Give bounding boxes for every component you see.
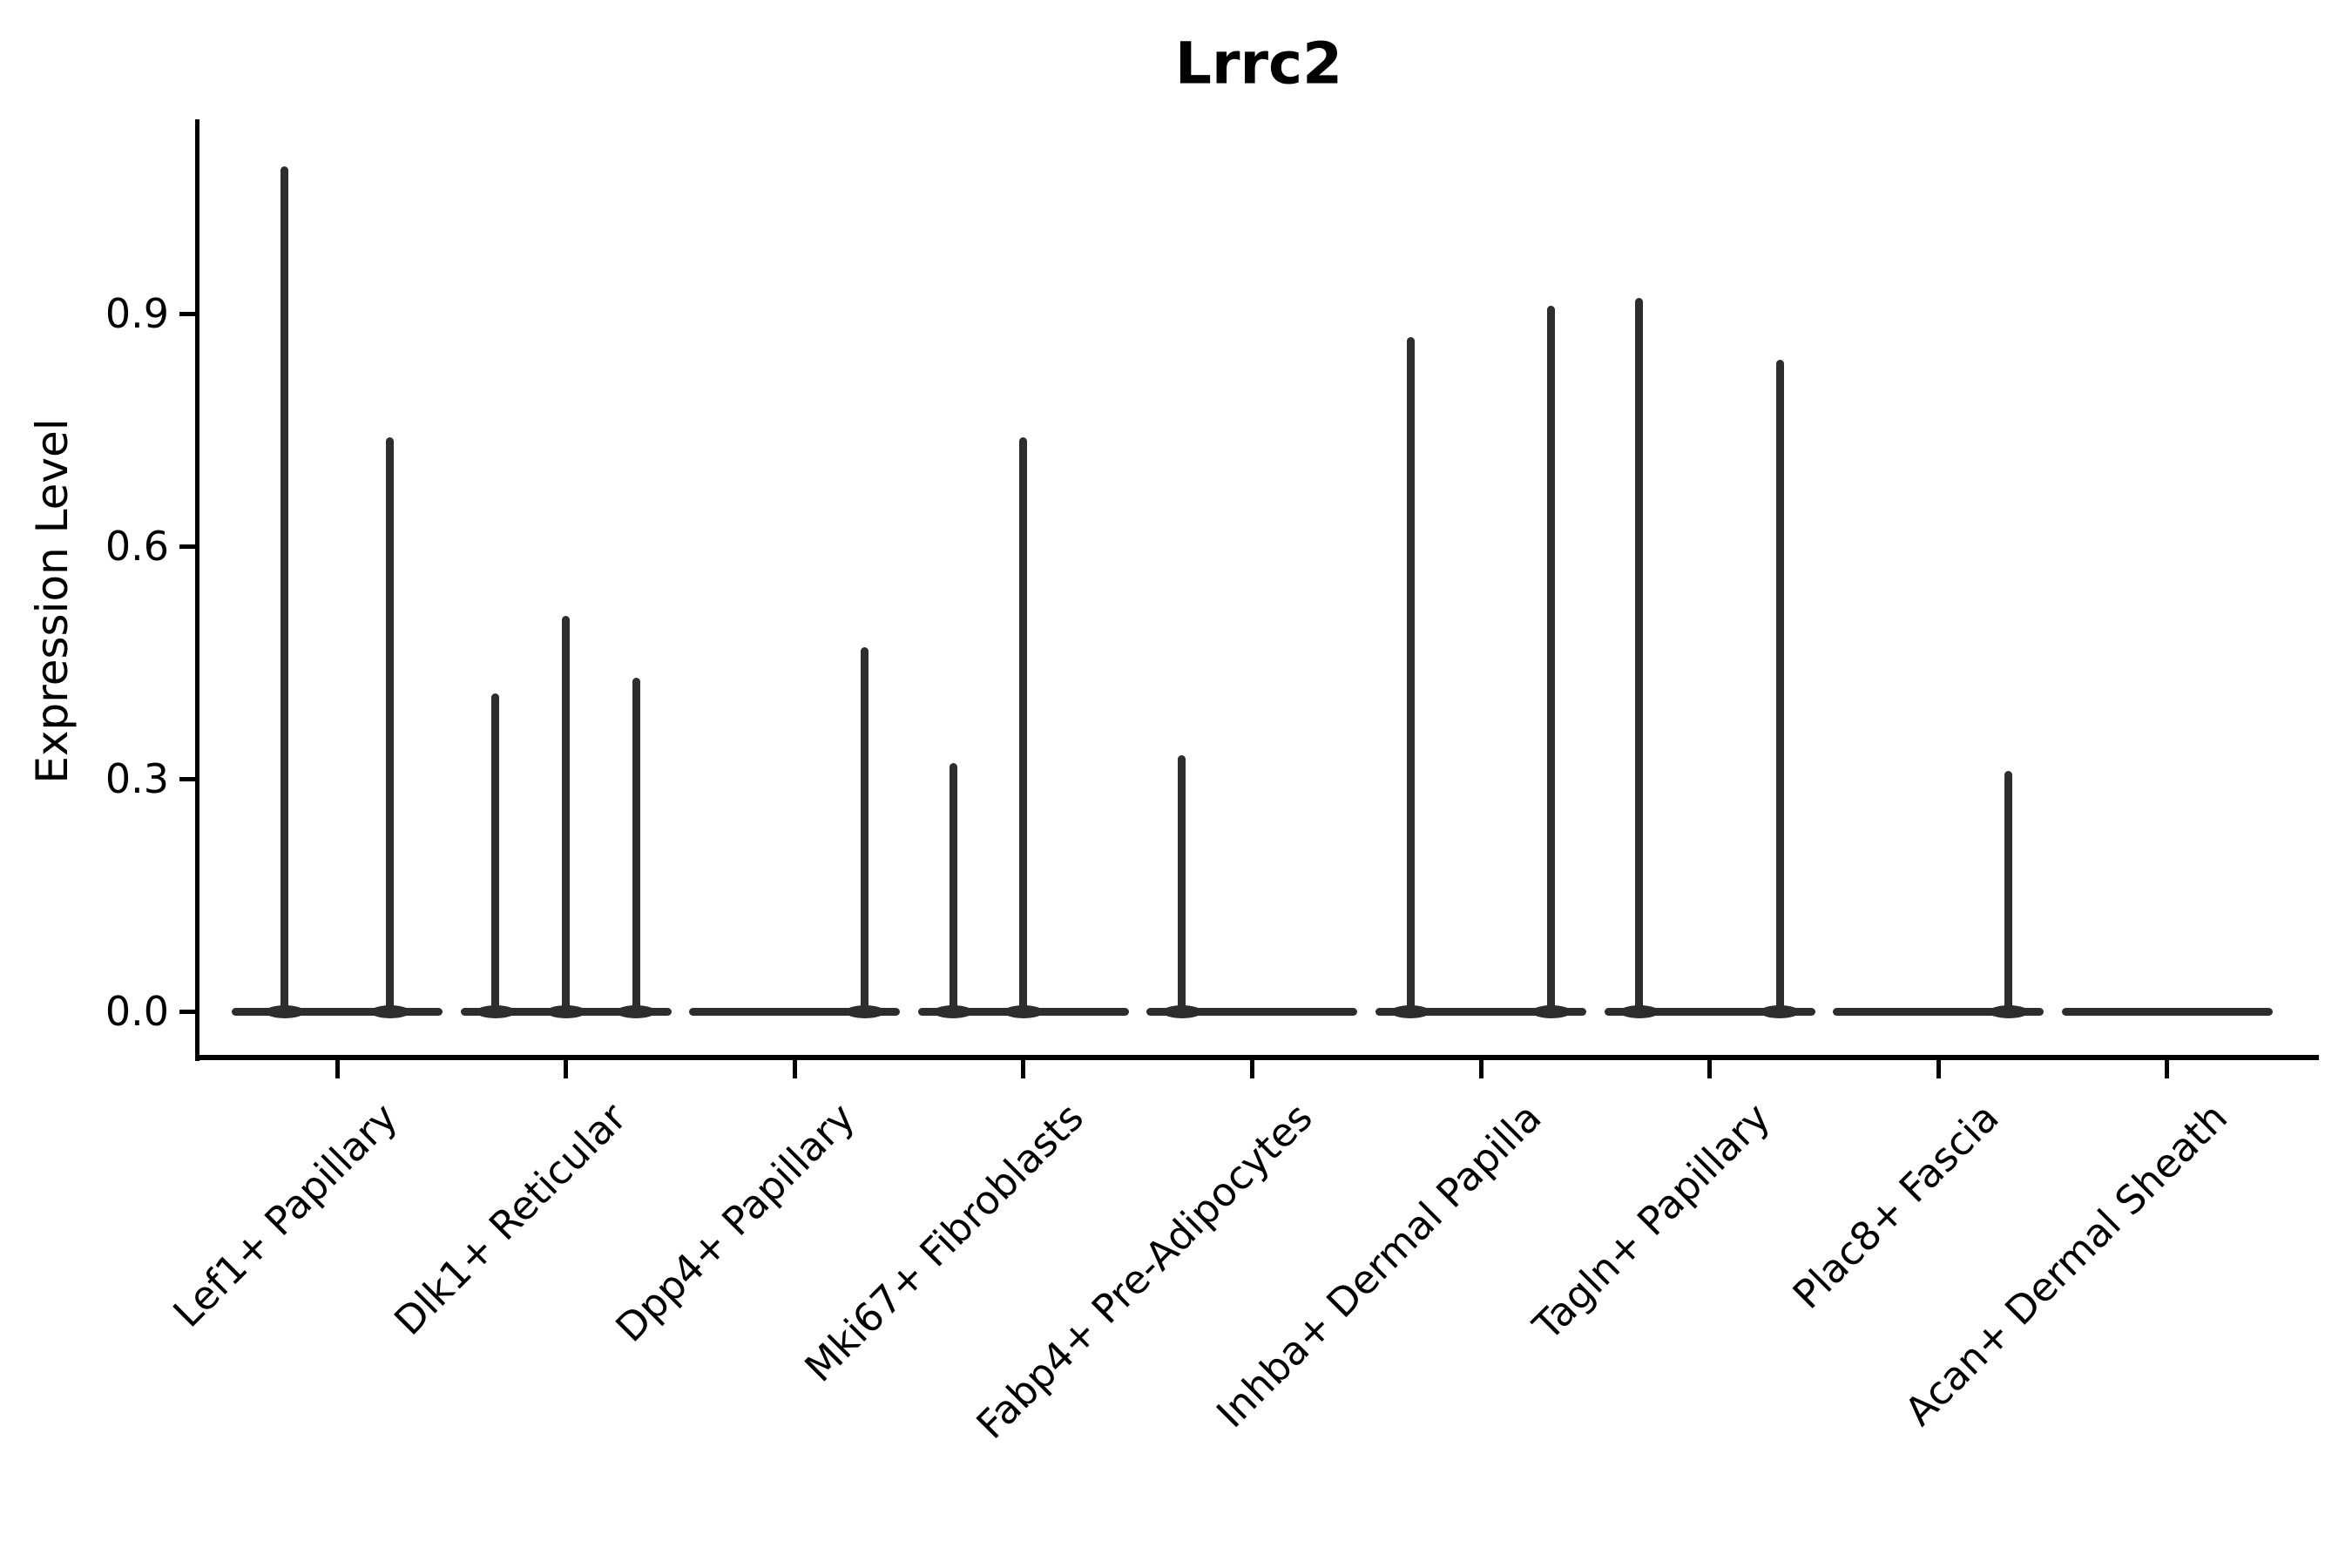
y-tick-mark	[179, 776, 196, 781]
x-tick-mark	[1478, 1058, 1484, 1078]
violin-spike	[1406, 336, 1415, 1015]
violin-baseline	[2061, 1008, 2273, 1016]
plot-title: Lrrc2	[1174, 30, 1343, 98]
violin-baseline	[1375, 1008, 1586, 1016]
violin-spike	[1775, 360, 1784, 1015]
y-tick-label: 0.3	[105, 755, 169, 802]
violin-spike	[1635, 298, 1644, 1015]
violin-baseline	[1604, 1008, 1815, 1016]
x-tick-mark	[335, 1058, 340, 1078]
x-tick-label: Lef1+ Papillary	[164, 1094, 407, 1336]
x-tick-label: Plac8+ Fascia	[1783, 1094, 2008, 1318]
violin-spike	[1019, 437, 1028, 1015]
y-tick-mark	[179, 311, 196, 316]
violin-spike	[386, 437, 394, 1015]
violin-baseline	[232, 1008, 443, 1016]
violin-spike	[280, 166, 288, 1015]
y-tick-label: 0.0	[105, 988, 169, 1035]
x-tick-mark	[792, 1058, 797, 1078]
violin-spike	[491, 693, 500, 1015]
violin-baseline	[1833, 1008, 2044, 1016]
violin-spike	[2004, 771, 2013, 1015]
y-axis-label: Expression Level	[27, 418, 78, 784]
y-tick-mark	[179, 1009, 196, 1014]
violin-spike	[632, 678, 640, 1015]
x-tick-mark	[1707, 1058, 1713, 1078]
violin-spike	[861, 646, 869, 1015]
x-tick-mark	[1249, 1058, 1254, 1078]
x-tick-mark	[1021, 1058, 1026, 1078]
violin-baseline	[689, 1008, 901, 1016]
violin-spike	[949, 763, 957, 1015]
violin-spike	[1547, 306, 1556, 1015]
violin-baseline	[1146, 1008, 1358, 1016]
x-tick-label: Dlk1+ Reticular	[385, 1094, 636, 1344]
x-tick-mark	[2165, 1058, 2170, 1078]
x-tick-mark	[1936, 1058, 1941, 1078]
y-axis-spine	[195, 119, 199, 1061]
violin-spike	[1178, 755, 1186, 1015]
y-tick-label: 0.6	[105, 523, 169, 570]
x-tick-mark	[564, 1058, 569, 1078]
x-tick-label: Dpp4+ Papillary	[606, 1094, 864, 1351]
y-tick-label: 0.9	[105, 290, 169, 337]
x-axis-spine	[195, 1055, 2319, 1060]
y-tick-mark	[179, 544, 196, 549]
violin-spike	[562, 616, 571, 1015]
x-tick-label: Tagln+ Papillary	[1524, 1094, 1780, 1349]
